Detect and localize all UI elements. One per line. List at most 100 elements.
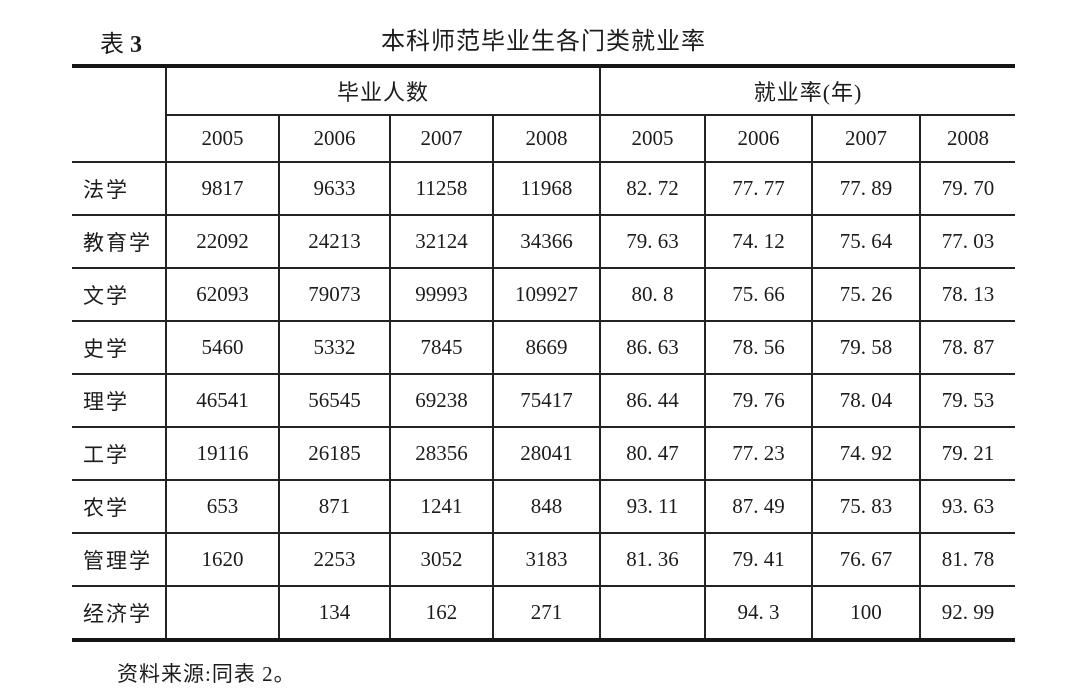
cell-value: 5460 xyxy=(165,320,280,375)
cell-value: 3183 xyxy=(491,532,602,587)
cell-value: 62093 xyxy=(165,267,280,322)
cell-value: 3052 xyxy=(389,532,494,587)
table-row: 理学 46541 56545 69238 75417 86. 44 79. 76… xyxy=(72,373,1016,428)
cell-value: 77. 03 xyxy=(919,214,1016,269)
cell-value: 77. 89 xyxy=(811,161,922,216)
cell-value: 79. 58 xyxy=(811,320,922,375)
cell-value xyxy=(599,585,707,641)
cell-value: 134 xyxy=(278,585,391,641)
cell-value: 79. 63 xyxy=(599,214,707,269)
cell-value: 1241 xyxy=(389,479,494,534)
cell-value: 81. 36 xyxy=(599,532,707,587)
cell-value: 77. 77 xyxy=(704,161,814,216)
cell-value: 5332 xyxy=(278,320,391,375)
cell-value: 82. 72 xyxy=(599,161,707,216)
cell-value: 79. 76 xyxy=(704,373,814,428)
cell-value: 93. 63 xyxy=(919,479,1016,534)
row-label: 法学 xyxy=(72,161,167,216)
cell-value: 75. 26 xyxy=(811,267,922,322)
table-label-text: 表 xyxy=(100,32,124,58)
cell-value: 24213 xyxy=(278,214,391,269)
cell-value: 162 xyxy=(389,585,494,641)
cell-value: 1620 xyxy=(165,532,280,587)
cell-value: 75. 66 xyxy=(704,267,814,322)
cell-value: 32124 xyxy=(389,214,494,269)
cell-value: 19116 xyxy=(165,426,280,481)
cell-value: 74. 12 xyxy=(704,214,814,269)
cell-value xyxy=(165,585,280,641)
cell-value: 81. 78 xyxy=(919,532,1016,587)
table-title: 本科师范毕业生各门类就业率 xyxy=(381,29,706,55)
cell-value: 99993 xyxy=(389,267,494,322)
cell-value: 94. 3 xyxy=(704,585,814,641)
cell-value: 78. 87 xyxy=(919,320,1016,375)
cell-value: 9633 xyxy=(278,161,391,216)
cell-value: 93. 11 xyxy=(599,479,707,534)
cell-value: 86. 44 xyxy=(599,373,707,428)
cell-value: 69238 xyxy=(389,373,494,428)
cell-value: 7845 xyxy=(389,320,494,375)
year-header: 2008 xyxy=(491,114,602,163)
table-header: 毕业人数 就业率(年) 2005 2006 2007 2008 2005 200… xyxy=(72,65,1016,163)
cell-value: 56545 xyxy=(278,373,391,428)
cell-value: 86. 63 xyxy=(599,320,707,375)
cell-value: 22092 xyxy=(165,214,280,269)
cell-value: 78. 04 xyxy=(811,373,922,428)
table-body: 法学 9817 9633 11258 11968 82. 72 77. 77 7… xyxy=(72,161,1016,641)
source-footnote: 资料来源:同表 2。 xyxy=(117,662,296,686)
cell-value: 74. 92 xyxy=(811,426,922,481)
cell-value: 76. 67 xyxy=(811,532,922,587)
year-header: 2008 xyxy=(919,114,1016,163)
year-header: 2007 xyxy=(811,114,922,163)
year-header: 2005 xyxy=(165,114,280,163)
group-header-employment-rate: 就业率(年) xyxy=(599,65,1016,116)
table-row: 工学 19116 26185 28356 28041 80. 47 77. 23… xyxy=(72,426,1016,481)
row-label: 文学 xyxy=(72,267,167,322)
year-header: 2007 xyxy=(389,114,494,163)
table-row: 法学 9817 9633 11258 11968 82. 72 77. 77 7… xyxy=(72,161,1016,216)
cell-value: 871 xyxy=(278,479,391,534)
table-row: 经济学 134 162 271 94. 3 100 92. 99 xyxy=(72,585,1016,641)
row-label: 教育学 xyxy=(72,214,167,269)
table-row: 文学 62093 79073 99993 109927 80. 8 75. 66… xyxy=(72,267,1016,322)
row-label: 农学 xyxy=(72,479,167,534)
cell-value: 79. 70 xyxy=(919,161,1016,216)
cell-value: 79. 41 xyxy=(704,532,814,587)
cell-value: 79. 21 xyxy=(919,426,1016,481)
year-header-row: 2005 2006 2007 2008 2005 2006 2007 2008 xyxy=(72,114,1016,163)
cell-value: 92. 99 xyxy=(919,585,1016,641)
cell-value: 848 xyxy=(491,479,602,534)
cell-value: 77. 23 xyxy=(704,426,814,481)
cell-value: 79073 xyxy=(278,267,391,322)
group-header-graduates: 毕业人数 xyxy=(164,65,602,116)
row-label: 史学 xyxy=(72,320,167,375)
cell-value: 11258 xyxy=(389,161,494,216)
employment-rate-table: 毕业人数 就业率(年) 2005 2006 2007 2008 2005 200… xyxy=(72,64,1016,642)
table-row: 史学 5460 5332 7845 8669 86. 63 78. 56 79.… xyxy=(72,320,1016,375)
year-header: 2006 xyxy=(278,114,391,163)
cell-value: 8669 xyxy=(491,320,602,375)
table-row: 管理学 1620 2253 3052 3183 81. 36 79. 41 76… xyxy=(72,532,1016,587)
row-label: 经济学 xyxy=(72,585,167,641)
row-label: 管理学 xyxy=(72,532,167,587)
table-row: 教育学 22092 24213 32124 34366 79. 63 74. 1… xyxy=(72,214,1016,269)
table-row: 农学 653 871 1241 848 93. 11 87. 49 75. 83… xyxy=(72,479,1016,534)
year-header: 2005 xyxy=(599,114,707,163)
cell-value: 80. 47 xyxy=(599,426,707,481)
row-label: 理学 xyxy=(72,373,167,428)
cell-value: 78. 56 xyxy=(704,320,814,375)
cell-value: 78. 13 xyxy=(919,267,1016,322)
corner-cell xyxy=(72,65,167,163)
cell-value: 9817 xyxy=(165,161,280,216)
cell-value: 2253 xyxy=(278,532,391,587)
group-header-row: 毕业人数 就业率(年) xyxy=(72,65,1016,163)
cell-value: 79. 53 xyxy=(919,373,1016,428)
cell-value: 100 xyxy=(811,585,922,641)
cell-value: 34366 xyxy=(491,214,602,269)
cell-value: 28041 xyxy=(491,426,602,481)
cell-value: 80. 8 xyxy=(599,267,707,322)
table-number: 3 xyxy=(130,32,142,58)
cell-value: 87. 49 xyxy=(704,479,814,534)
